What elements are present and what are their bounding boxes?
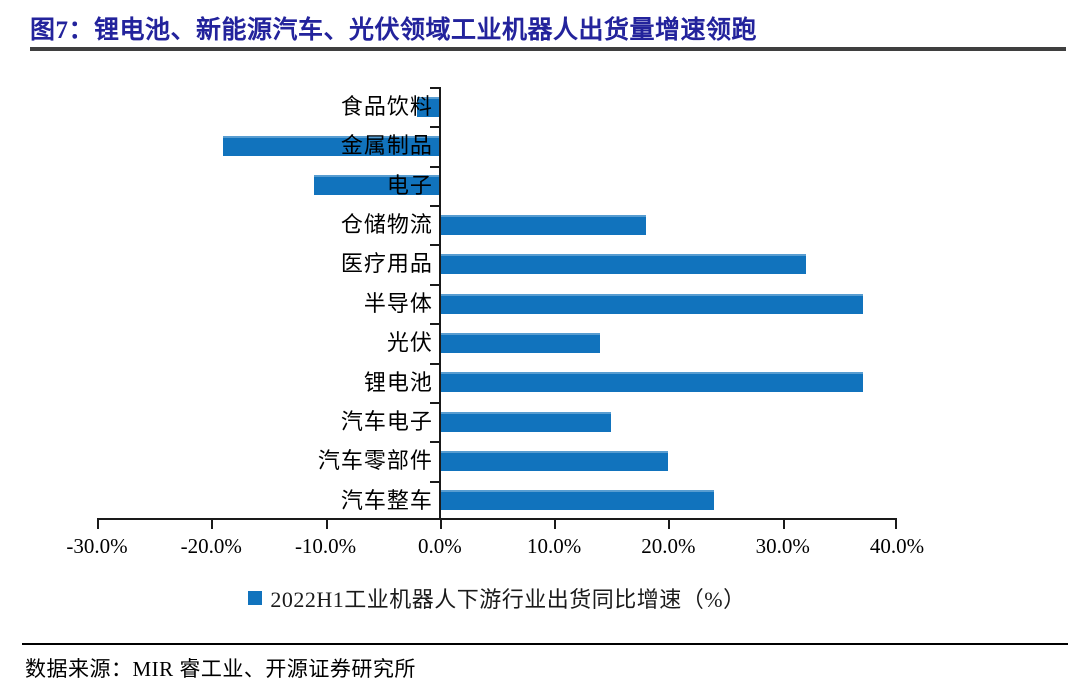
category-axis-tick: [429, 87, 440, 89]
value-axis-tick-label: -20.0%: [180, 534, 242, 558]
category-label: 锂电池: [363, 369, 433, 395]
legend-swatch-icon: [248, 591, 263, 605]
bar: [417, 96, 440, 117]
bar: [439, 411, 612, 432]
category-axis-tick: [429, 166, 440, 168]
bar: [314, 175, 440, 196]
bar: [439, 293, 863, 314]
value-axis-line: [97, 518, 897, 520]
category-axis-tick: [429, 284, 440, 286]
value-axis-tick-label: -30.0%: [66, 534, 128, 558]
bar: [439, 450, 669, 471]
value-axis-tick: [668, 520, 671, 529]
category-axis-tick: [429, 244, 440, 246]
category-label: 光伏: [386, 330, 433, 356]
category-axis-tick: [429, 323, 440, 325]
title-divider: [30, 47, 1066, 51]
bar: [439, 254, 806, 275]
bar-chart: 食品饮料金属制品电子仓储物流医疗用品半导体光伏锂电池汽车电子汽车零部件汽车整车 -…: [66, 87, 924, 614]
category-axis-tick: [429, 402, 440, 404]
value-axis-tick: [97, 520, 99, 529]
category-label: 食品饮料: [340, 94, 433, 119]
plot-area: 食品饮料金属制品电子仓储物流医疗用品半导体光伏锂电池汽车电子汽车零部件汽车整车 -…: [66, 87, 924, 558]
category-axis-tick: [429, 363, 440, 365]
category-label: 汽车整车: [340, 487, 433, 513]
value-axis-tick: [439, 520, 442, 529]
bar: [439, 214, 646, 235]
figure-title: 图7：锂电池、新能源汽车、光伏领域工业机器人出货量增速领跑: [30, 17, 758, 44]
category-label: 金属制品: [340, 133, 433, 159]
chart-legend: 2022H1工业机器人下游行业出货同比增速（%）: [97, 582, 897, 614]
value-axis-tick: [782, 520, 785, 529]
category-axis-tick: [429, 205, 440, 207]
category-axis-line: [438, 87, 441, 520]
value-axis-tick: [325, 520, 328, 529]
category-axis-tick: [429, 481, 440, 483]
legend-label: 2022H1工业机器人下游行业出货同比增速（%）: [270, 587, 746, 612]
category-label: 仓储物流: [340, 212, 433, 238]
value-axis-tick-label: 30.0%: [755, 534, 810, 558]
category-label: 电子: [386, 172, 433, 198]
category-axis-tick: [429, 126, 440, 128]
category-label: 汽车电子: [340, 408, 433, 434]
category-label: 半导体: [363, 290, 433, 316]
value-axis-tick: [895, 520, 897, 529]
value-axis-tick-label: -10.0%: [294, 534, 357, 558]
value-axis-tick-label: 20.0%: [641, 534, 696, 558]
value-axis-tick: [554, 520, 557, 529]
bar: [439, 490, 715, 511]
bar: [439, 332, 600, 353]
value-axis-tick: [211, 520, 214, 529]
bar: [222, 136, 440, 157]
value-axis-tick-label: 40.0%: [869, 534, 925, 558]
bar: [439, 372, 863, 393]
category-axis-tick: [429, 441, 440, 443]
value-axis-tick-label: 10.0%: [527, 534, 582, 558]
source-note: 数据来源：MIR 睿工业、开源证券研究所: [25, 657, 416, 681]
footer-divider: [22, 643, 1068, 645]
category-label: 汽车零部件: [317, 448, 433, 474]
value-axis-tick-label: 0.0%: [417, 534, 462, 558]
category-label: 医疗用品: [340, 251, 433, 277]
